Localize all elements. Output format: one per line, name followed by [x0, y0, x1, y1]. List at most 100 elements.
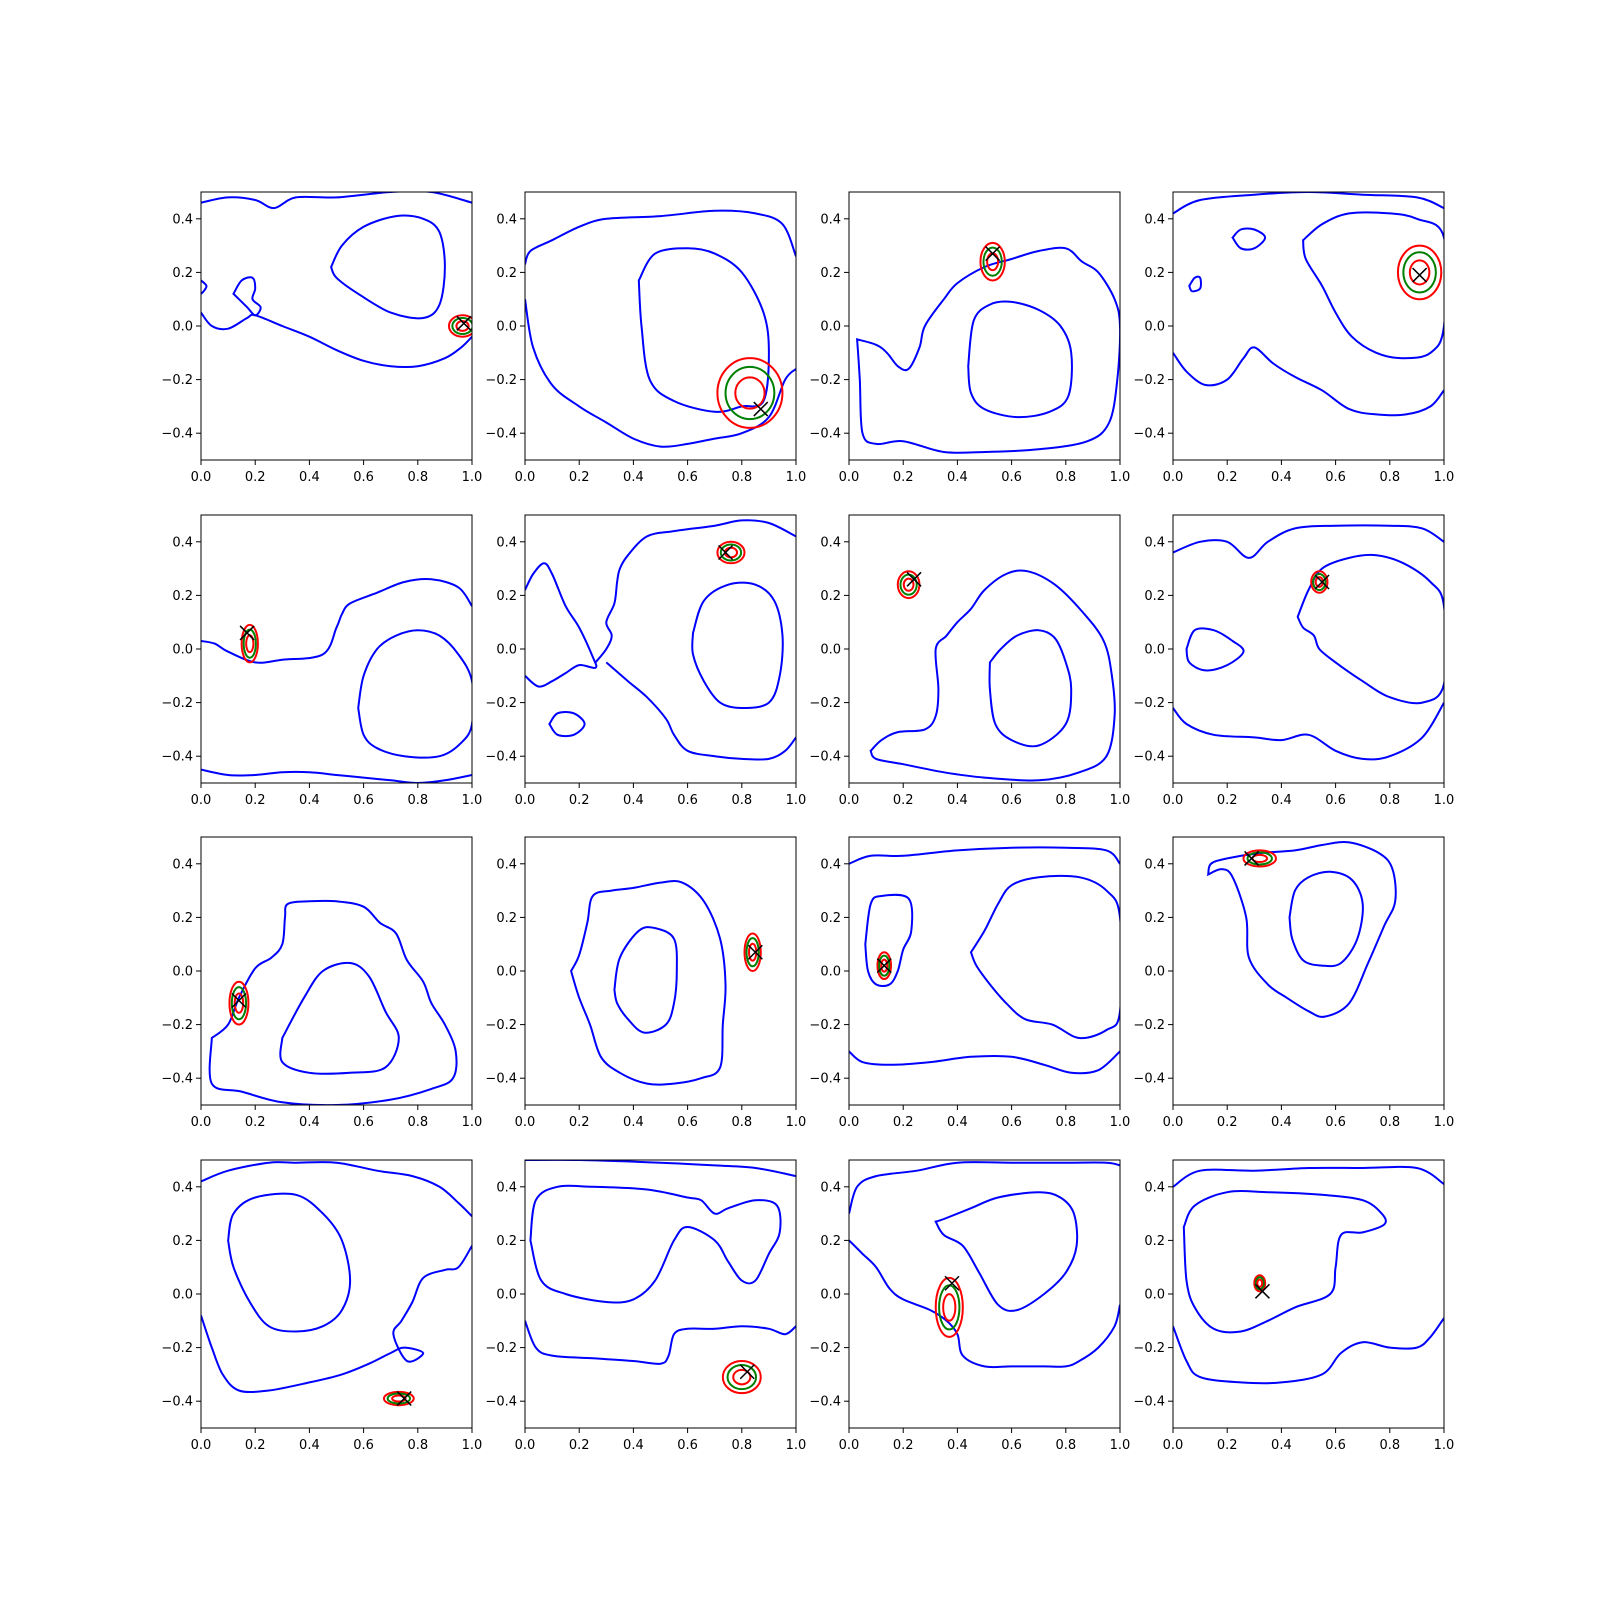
x-tick-label: 0.4 [1271, 1438, 1292, 1453]
subplot-13: 0.0 0.2 0.4 0.6 0.8 1.0 −0.4 −0.2 0.0 0.2 0.4 [161, 1159, 483, 1453]
x-tick-label: 0.8 [407, 470, 428, 485]
subplot-10: 0.0 0.2 0.4 0.6 0.8 1.0 −0.4 −0.2 0.0 0.2 0.4 [485, 836, 807, 1130]
posterior-outer-contour [1396, 244, 1443, 301]
x-tick-label: 0.6 [1325, 1115, 1346, 1130]
true-location-marker [944, 1275, 960, 1291]
background-contour [201, 1245, 472, 1394]
x-tick-label: 0.4 [299, 470, 320, 485]
y-tick-label: −0.4 [809, 1395, 841, 1410]
background-contour [201, 578, 472, 664]
background-contour [849, 846, 1120, 865]
x-tick-label: 0.4 [623, 1438, 644, 1453]
x-tick-label: 1.0 [786, 793, 807, 808]
x-tick-label: 0.4 [1271, 1115, 1292, 1130]
subplot-3: 0.0 0.2 0.4 0.6 0.8 1.0 −0.4 −0.2 0.0 0.2 0.4 [809, 191, 1130, 485]
x-tick-label: 0.2 [893, 470, 914, 485]
posterior-outer-contour [876, 951, 893, 981]
posterior-middle-contour [878, 954, 891, 977]
background-contour [227, 1192, 352, 1333]
subplot-14: 0.0 0.2 0.4 0.6 0.8 1.0 −0.4 −0.2 0.0 0.2 0.4 [485, 1159, 806, 1453]
background-contour [525, 562, 598, 688]
background-contour [1288, 870, 1364, 968]
plot-area [1173, 192, 1444, 417]
y-tick-label: 0.0 [172, 320, 193, 335]
background-contour [967, 300, 1073, 419]
posterior-middle-contour [745, 937, 760, 968]
y-tick-label: −0.4 [809, 427, 841, 442]
y-tick-label: −0.4 [809, 1072, 841, 1087]
x-tick-label: 0.8 [407, 793, 428, 808]
y-tick-label: −0.4 [161, 750, 193, 765]
x-tick-label: 0.8 [1379, 1438, 1400, 1453]
x-tick-label: 0.8 [1379, 793, 1400, 808]
y-tick-label: 0.0 [172, 965, 193, 980]
x-tick-label: 0.0 [1163, 470, 1184, 485]
y-tick-label: 0.4 [496, 857, 517, 872]
x-tick-label: 0.4 [1271, 793, 1292, 808]
posterior-inner-contour [391, 1394, 407, 1403]
posterior-outer-contour [228, 980, 250, 1026]
subplot-9: 0.0 0.2 0.4 0.6 0.8 1.0 −0.4 −0.2 0.0 0.2 0.4 [161, 836, 482, 1130]
plot-area [570, 879, 763, 1086]
x-tick-label: 0.6 [677, 793, 698, 808]
x-tick-label: 0.4 [623, 793, 644, 808]
y-tick-label: −0.2 [485, 696, 517, 711]
background-contour [329, 214, 446, 320]
x-tick-label: 0.8 [731, 470, 752, 485]
x-tick-label: 0.4 [947, 1115, 968, 1130]
x-tick-label: 0.4 [623, 470, 644, 485]
y-tick-label: −0.4 [1133, 750, 1165, 765]
x-tick-label: 0.0 [191, 793, 212, 808]
posterior-middle-contour [1312, 572, 1327, 592]
x-tick-label: 1.0 [462, 793, 483, 808]
background-contour [1173, 346, 1444, 417]
x-tick-label: 0.4 [623, 1115, 644, 1130]
background-contour [1173, 1317, 1444, 1385]
posterior-middle-contour [724, 365, 776, 421]
x-tick-label: 1.0 [1110, 1438, 1131, 1453]
x-tick-label: 0.6 [1001, 793, 1022, 808]
y-tick-label: −0.4 [485, 1395, 517, 1410]
x-tick-label: 0.2 [245, 793, 266, 808]
subplot-5: 0.0 0.2 0.4 0.6 0.8 1.0 −0.4 −0.2 0.0 0.2 0.4 [161, 514, 483, 808]
posterior-outer-contour [979, 241, 1006, 282]
x-tick-label: 0.0 [515, 1438, 536, 1453]
true-location-marker [747, 944, 763, 960]
y-tick-label: −0.4 [485, 1072, 517, 1087]
x-tick-label: 0.0 [191, 470, 212, 485]
posterior-outer-contour [716, 540, 746, 565]
true-location-marker [739, 1364, 755, 1380]
true-location-marker [1244, 850, 1260, 866]
x-tick-label: 0.0 [191, 1438, 212, 1453]
posterior-inner-contour [233, 992, 245, 1014]
x-tick-label: 1.0 [462, 1438, 483, 1453]
true-location-marker [753, 401, 769, 417]
y-tick-label: 0.0 [496, 965, 517, 980]
x-tick-label: 0.4 [947, 470, 968, 485]
plot-area [855, 241, 1120, 454]
y-tick-label: 0.0 [172, 1288, 193, 1303]
x-tick-label: 0.6 [1001, 470, 1022, 485]
y-tick-label: −0.2 [809, 1018, 841, 1033]
y-tick-label: 0.4 [820, 212, 841, 227]
x-tick-label: 0.4 [1271, 470, 1292, 485]
x-tick-label: 0.6 [1325, 1438, 1346, 1453]
x-tick-label: 1.0 [1434, 793, 1455, 808]
x-tick-label: 1.0 [786, 1115, 807, 1130]
x-tick-label: 0.0 [191, 1115, 212, 1130]
true-location-marker [231, 992, 247, 1009]
background-contour [1173, 192, 1444, 215]
x-tick-label: 1.0 [786, 470, 807, 485]
background-contour [637, 247, 770, 413]
y-tick-label: 0.2 [172, 911, 193, 926]
true-location-marker [1314, 574, 1330, 590]
y-tick-label: −0.2 [1133, 696, 1165, 711]
background-contour [201, 311, 472, 369]
y-tick-label: 0.4 [1144, 535, 1165, 550]
y-tick-label: −0.4 [1133, 427, 1165, 442]
y-tick-label: −0.2 [161, 696, 193, 711]
x-tick-label: 0.0 [1163, 793, 1184, 808]
x-tick-label: 0.8 [1379, 1115, 1400, 1130]
background-contour [525, 209, 796, 265]
y-tick-label: 0.4 [172, 1180, 193, 1195]
